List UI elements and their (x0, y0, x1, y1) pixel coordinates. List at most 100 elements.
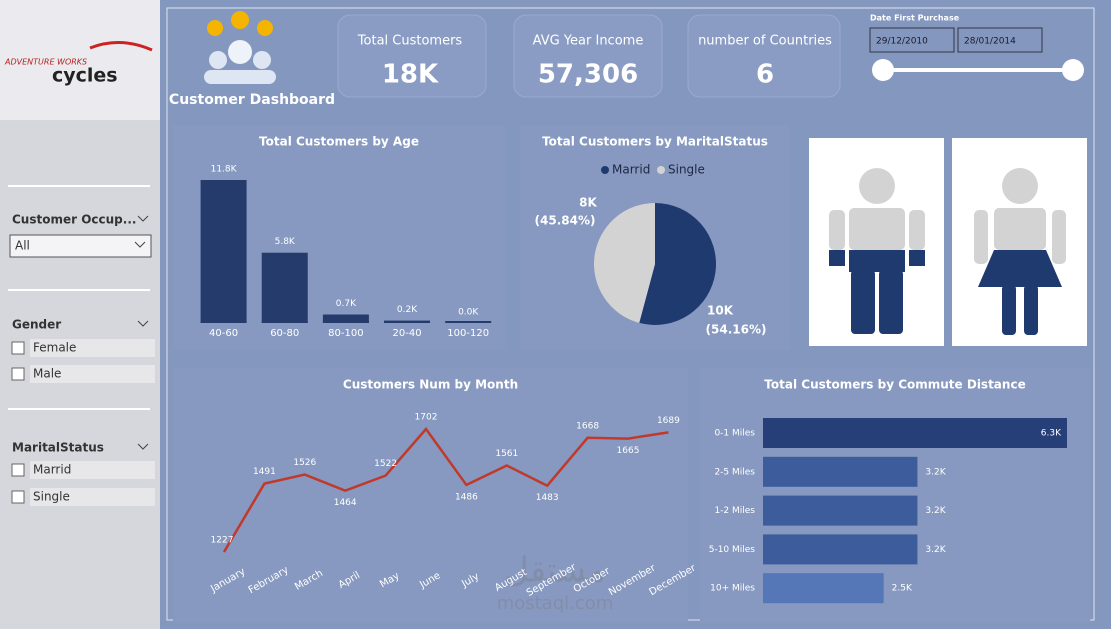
data-label: (45.84%) (535, 214, 596, 228)
kpi-card (687, 14, 841, 98)
logo-swoosh (89, 40, 153, 52)
dashboard-title: Customer Dashboard (169, 92, 335, 108)
option-bg (30, 365, 155, 383)
watermark: مستقل (504, 551, 606, 591)
bar-edge (200, 321, 247, 323)
x-tick-label: 40-60 (209, 328, 238, 339)
kpi-value: 57,306 (538, 60, 638, 90)
legend-swatch (601, 166, 609, 174)
kpi-label: number of Countries (698, 34, 832, 49)
arm (974, 210, 988, 264)
kpi-card (513, 14, 663, 98)
dropdown-value: All (15, 239, 30, 253)
date-input[interactable] (957, 27, 1043, 53)
head (859, 168, 895, 204)
bar (200, 180, 247, 323)
arm (909, 250, 925, 266)
checkbox[interactable] (11, 367, 25, 381)
torso (994, 208, 1046, 250)
data-label: 6.3K (1041, 429, 1062, 439)
watermark: mostaql.com (497, 593, 614, 614)
date-title: Date First Purchase (870, 14, 960, 23)
pie-slice (594, 203, 655, 323)
skirt (978, 250, 1062, 287)
bar (763, 573, 884, 604)
leg (851, 270, 875, 334)
bar (763, 534, 918, 565)
kpi-label: AVG Year Income (533, 34, 644, 49)
chart-title: Total Customers by Age (259, 135, 419, 149)
dropdown[interactable] (9, 234, 152, 258)
arm (829, 210, 845, 250)
date-to: 28/01/2014 (964, 37, 1016, 47)
sidebar: ADVENTURE WORKS cycles Customer Occup...… (0, 0, 160, 629)
bar (763, 456, 918, 487)
logo-bottom: cycles (52, 65, 118, 87)
x-tick-label: 100-120 (447, 328, 489, 339)
line (222, 426, 669, 553)
data-label: 0.2K (397, 305, 418, 315)
filter-title: Customer Occup... (12, 213, 136, 227)
person (228, 40, 252, 64)
chart-title: Total Customers by Commute Distance (764, 378, 1025, 392)
bar-edge (445, 321, 492, 323)
torso (849, 250, 905, 272)
option: Single (33, 490, 70, 504)
x-tick-label: 20-40 (393, 328, 422, 339)
kpi-label: Total Customers (357, 34, 463, 49)
bar (763, 418, 1067, 448)
filter-title: MaritalStatus (12, 441, 104, 455)
people-icon (204, 11, 276, 84)
bar-edge (261, 321, 308, 323)
data-label: 8K (579, 196, 597, 210)
data-label: 0.7K (336, 299, 357, 309)
slider-handle[interactable] (1062, 59, 1084, 81)
data-label: (54.16%) (706, 323, 767, 337)
x-tick-label: 80-100 (328, 328, 363, 339)
filter-title: Gender (12, 318, 61, 332)
legend-label: Marrid (612, 163, 650, 177)
arm (909, 210, 925, 250)
leg (1002, 285, 1016, 335)
kpi-value: 6 (756, 60, 774, 90)
data-label: 1689 (657, 416, 680, 426)
star (231, 11, 249, 29)
data-label: 3.2K (925, 545, 946, 555)
y-tick-label: 5-10 Miles (709, 545, 756, 555)
kpi-card (337, 14, 487, 98)
checkbox[interactable] (11, 463, 25, 477)
data-label: 1483 (536, 493, 559, 503)
person (204, 70, 276, 84)
data-label: 1486 (455, 492, 478, 502)
head (1002, 168, 1038, 204)
checkbox[interactable] (11, 490, 25, 504)
date-from: 29/12/2010 (876, 37, 928, 47)
option-bg (30, 339, 155, 357)
data-label: 3.2K (925, 467, 946, 477)
data-label: 1491 (253, 467, 276, 477)
data-label: 1665 (617, 446, 640, 456)
data-label: 1702 (415, 413, 438, 423)
legend-swatch (657, 166, 665, 174)
x-tick-label: 60-80 (270, 328, 299, 339)
arm (829, 250, 845, 266)
gender-figures (809, 138, 1087, 346)
arm (1052, 210, 1066, 264)
checkbox[interactable] (11, 341, 25, 355)
data-label: 1227 (211, 536, 234, 546)
date-input[interactable] (869, 27, 955, 53)
data-label: 10K (707, 304, 734, 318)
data-label: 5.8K (275, 237, 296, 247)
data-label: 1522 (374, 459, 397, 469)
y-tick-label: 2-5 Miles (714, 467, 755, 477)
data-label: 1668 (576, 421, 599, 431)
chevron (137, 320, 149, 327)
chevron (137, 443, 149, 450)
bar (261, 252, 308, 323)
slider-handle[interactable] (872, 59, 894, 81)
legend-label: Single (668, 163, 705, 177)
bar (763, 495, 918, 526)
y-tick-label: 0-1 Miles (714, 429, 755, 439)
option: Marrid (33, 463, 71, 477)
